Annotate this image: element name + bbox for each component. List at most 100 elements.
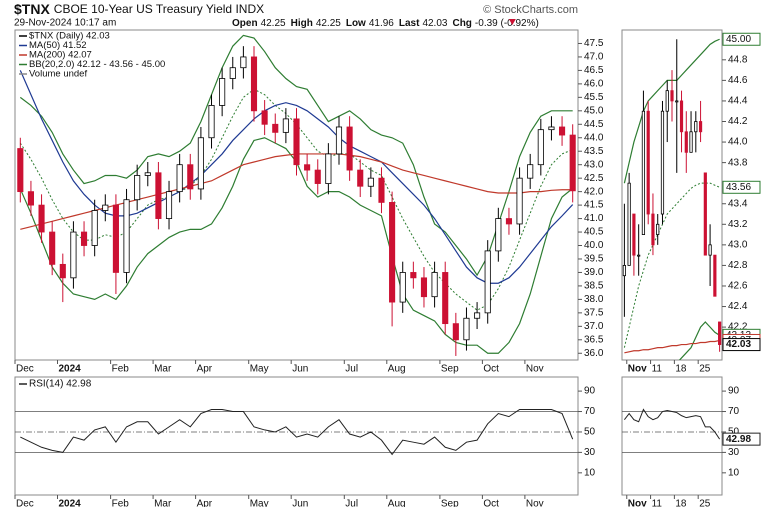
candle-body: [670, 90, 674, 102]
x-tick-label: Feb: [112, 364, 130, 375]
y-tick-label: 43.2: [728, 219, 748, 230]
y-tick-label: 44.0: [584, 132, 604, 143]
y-tick-label: 39.5: [584, 254, 604, 265]
plot-area: [622, 408, 722, 453]
candle-body: [335, 126, 343, 155]
candle-body: [569, 134, 576, 192]
x-tick-label: Apr: [197, 499, 213, 507]
x-tick-label: 25: [699, 364, 711, 375]
candle-body: [713, 254, 717, 297]
candle-body: [474, 312, 481, 319]
x-tick-label: May: [250, 364, 269, 375]
candle-body: [389, 202, 396, 303]
candle-body: [637, 254, 641, 257]
candle-body: [165, 191, 173, 219]
y-tick-label: 43.5: [584, 146, 604, 157]
candle-body: [484, 250, 491, 314]
y-tick-label: 37.5: [584, 307, 604, 318]
candle-body: [718, 321, 722, 345]
indicator-line: [20, 408, 574, 456]
x-tick-label: Nov: [628, 364, 647, 375]
candle-body: [622, 265, 626, 277]
y-tick-label: 45.0: [584, 105, 604, 116]
candle-body: [442, 272, 449, 325]
y-tick-label: 36.5: [584, 334, 604, 345]
x-tick-label: Mar: [154, 364, 172, 375]
x-tick-label: 2024: [58, 364, 81, 375]
header-title: $TNX CBOE 10-Year US Treasury Yield INDX: [14, 1, 264, 17]
quote-label: Low: [346, 18, 366, 29]
x-tick-label: 2024: [58, 499, 81, 507]
candle-body: [357, 169, 364, 187]
x-tick-label: Oct: [483, 499, 499, 507]
legend-label: Volume undef: [29, 69, 87, 80]
x-tick-label: 25: [699, 499, 711, 507]
candle-body: [187, 164, 194, 190]
candle-body: [197, 137, 204, 190]
candle-body: [272, 123, 279, 133]
candle-body: [698, 121, 703, 133]
y-tick-label: 36.0: [584, 348, 604, 359]
candle-body: [27, 191, 34, 206]
y-tick-label: 42.4: [728, 301, 748, 312]
candle-body: [261, 110, 268, 125]
candle-body: [431, 272, 438, 298]
x-tick-label: Jul: [345, 364, 358, 375]
x-tick-label: 11: [652, 499, 663, 507]
candle-body: [399, 272, 406, 303]
candle-body: [38, 204, 45, 233]
x-tick-label: Nov: [628, 499, 647, 507]
symbol: $TNX: [14, 1, 50, 17]
candle-body: [651, 213, 655, 246]
x-tick-label: Oct: [483, 364, 499, 375]
candle-body: [91, 210, 98, 246]
symbol-name: CBOE 10-Year US Treasury Yield INDX: [54, 2, 264, 16]
candle-body: [346, 126, 353, 171]
panel-frame: [621, 376, 723, 496]
x-tick-label: Aug: [388, 364, 406, 375]
y-tick-label: 43.0: [584, 159, 604, 170]
quote-label: High: [291, 18, 313, 29]
y-tick-label: 47.5: [584, 38, 604, 49]
candle-body: [689, 131, 693, 153]
x-tick-label: Jun: [292, 499, 308, 507]
plot-area: [15, 408, 578, 456]
y-tick-label: 50: [584, 427, 596, 438]
candle-body: [703, 172, 707, 256]
candle-body: [293, 118, 300, 166]
candle-body: [112, 204, 119, 273]
candle-body: [367, 177, 374, 187]
moving-average: [624, 339, 720, 354]
moving-average: [19, 70, 574, 284]
x-tick-label: Sep: [441, 364, 459, 375]
candle-body: [495, 218, 502, 252]
y-tick-label: 41.0: [584, 213, 604, 224]
candle-body: [410, 272, 417, 279]
candle-body: [17, 148, 24, 193]
change-arrow: [508, 19, 516, 25]
candle-body: [559, 126, 566, 136]
price-tag: [722, 180, 761, 194]
panel-frame: [14, 29, 579, 361]
y-tick-label: 70: [584, 406, 596, 417]
y-tick-label: 38.0: [584, 294, 604, 305]
x-tick-label: Feb: [112, 499, 130, 507]
y-tick-label: 43.4: [728, 198, 748, 209]
y-tick-label: 43.0: [728, 240, 748, 251]
y-tick-label: 50: [728, 427, 740, 438]
candle-body: [537, 129, 544, 166]
y-tick-label: 46.5: [584, 65, 604, 76]
y-tick-label: 44.5: [584, 119, 604, 130]
legend-label: MA(200) 42.07: [29, 50, 92, 61]
y-tick-label: 47.0: [584, 52, 604, 63]
y-tick-label: 40.0: [584, 240, 604, 251]
candle-body: [282, 118, 289, 133]
candle-body: [420, 277, 428, 298]
x-tick-label: Mar: [154, 499, 172, 507]
quote-value: 42.25: [316, 18, 341, 29]
candle-body: [675, 100, 679, 103]
candle-body: [208, 105, 215, 139]
candle-body: [144, 172, 151, 176]
